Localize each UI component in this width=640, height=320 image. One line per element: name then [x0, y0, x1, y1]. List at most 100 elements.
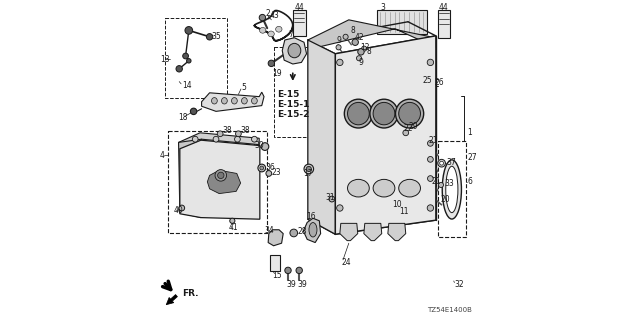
- Ellipse shape: [288, 43, 301, 58]
- Bar: [438, 141, 466, 237]
- Ellipse shape: [252, 98, 257, 104]
- Text: 5: 5: [242, 83, 246, 92]
- Text: 28: 28: [298, 227, 307, 236]
- Circle shape: [362, 46, 367, 51]
- Text: 25: 25: [422, 76, 432, 85]
- Ellipse shape: [399, 179, 420, 197]
- Bar: [165, 18, 227, 98]
- Polygon shape: [388, 223, 406, 241]
- Ellipse shape: [259, 28, 266, 33]
- Text: 38: 38: [241, 126, 250, 135]
- Circle shape: [428, 156, 433, 162]
- Polygon shape: [340, 223, 358, 241]
- Circle shape: [218, 172, 224, 179]
- Text: 1: 1: [467, 128, 472, 137]
- Text: 37: 37: [446, 158, 456, 167]
- Circle shape: [428, 140, 433, 146]
- Circle shape: [356, 56, 362, 61]
- Text: E-15-1: E-15-1: [277, 100, 309, 109]
- Circle shape: [215, 170, 227, 181]
- Circle shape: [304, 164, 314, 174]
- Ellipse shape: [399, 102, 420, 125]
- Text: FR.: FR.: [182, 289, 198, 298]
- Ellipse shape: [211, 98, 218, 104]
- Ellipse shape: [221, 98, 227, 104]
- Text: 9: 9: [337, 36, 342, 45]
- Ellipse shape: [442, 160, 461, 219]
- Circle shape: [235, 136, 241, 142]
- Ellipse shape: [348, 179, 369, 197]
- Text: 8: 8: [351, 26, 355, 35]
- Text: 24: 24: [342, 258, 351, 267]
- Circle shape: [358, 49, 364, 55]
- Text: 6: 6: [468, 177, 473, 186]
- Ellipse shape: [276, 26, 282, 32]
- Circle shape: [185, 27, 193, 34]
- Text: 44: 44: [439, 4, 449, 12]
- Circle shape: [307, 166, 312, 172]
- Bar: [270, 255, 280, 271]
- Circle shape: [428, 176, 433, 181]
- Text: 9: 9: [358, 58, 364, 67]
- Text: 21: 21: [431, 177, 441, 186]
- Ellipse shape: [370, 99, 398, 128]
- Ellipse shape: [232, 98, 237, 104]
- Polygon shape: [202, 92, 264, 111]
- Text: 8: 8: [366, 47, 371, 56]
- Circle shape: [230, 218, 235, 223]
- Text: 43: 43: [269, 11, 279, 20]
- Ellipse shape: [344, 99, 372, 128]
- Text: 3: 3: [380, 4, 385, 12]
- Polygon shape: [335, 36, 436, 234]
- Polygon shape: [282, 38, 307, 64]
- Circle shape: [213, 136, 219, 142]
- Polygon shape: [207, 170, 241, 194]
- Polygon shape: [308, 20, 436, 50]
- Ellipse shape: [373, 179, 395, 197]
- Text: 21: 21: [429, 136, 438, 145]
- Bar: [377, 10, 427, 34]
- Circle shape: [428, 59, 434, 66]
- Circle shape: [191, 108, 197, 115]
- Text: 26: 26: [435, 78, 444, 87]
- Circle shape: [261, 143, 269, 150]
- Text: 17: 17: [303, 169, 313, 178]
- Circle shape: [352, 39, 358, 45]
- Text: 11: 11: [399, 207, 409, 216]
- Text: 34: 34: [264, 226, 274, 235]
- Text: E-15: E-15: [277, 90, 299, 99]
- Text: 7: 7: [288, 30, 293, 39]
- Circle shape: [192, 136, 198, 142]
- Polygon shape: [364, 223, 381, 241]
- Polygon shape: [308, 40, 335, 234]
- Circle shape: [343, 34, 348, 39]
- Text: 40: 40: [173, 206, 183, 215]
- Text: 20: 20: [441, 195, 451, 204]
- Text: 12: 12: [360, 43, 369, 52]
- Text: 36: 36: [265, 163, 275, 172]
- Text: 19: 19: [273, 69, 282, 78]
- Circle shape: [252, 136, 257, 142]
- Text: 15: 15: [273, 271, 282, 280]
- Circle shape: [236, 131, 241, 137]
- Ellipse shape: [348, 102, 369, 125]
- Bar: [274, 47, 312, 137]
- Ellipse shape: [373, 102, 395, 125]
- Circle shape: [217, 131, 223, 137]
- Polygon shape: [180, 140, 260, 219]
- Circle shape: [329, 196, 335, 202]
- Circle shape: [268, 60, 275, 67]
- Text: 33: 33: [444, 179, 454, 188]
- Text: 10: 10: [392, 200, 402, 209]
- Text: 16: 16: [307, 212, 316, 221]
- Circle shape: [438, 159, 445, 167]
- Circle shape: [259, 14, 266, 21]
- Text: 22: 22: [404, 124, 413, 133]
- Polygon shape: [268, 230, 283, 246]
- Text: 41: 41: [229, 223, 239, 232]
- Text: 32: 32: [455, 280, 465, 289]
- Circle shape: [206, 34, 212, 40]
- Text: 29: 29: [409, 122, 419, 131]
- Ellipse shape: [241, 98, 247, 104]
- Bar: [292, 10, 306, 36]
